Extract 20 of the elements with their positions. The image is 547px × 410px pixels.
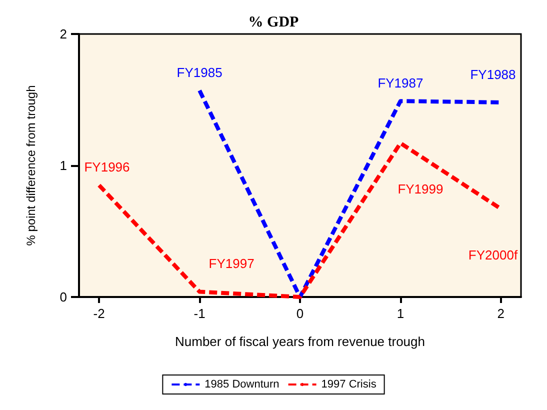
x-tick-label: 0 (296, 306, 304, 321)
y-tick-label: 0 (60, 290, 67, 304)
annotation: FY2000f (468, 247, 518, 262)
legend-label: 1985 Downturn (204, 378, 280, 390)
chart-title: % GDP (248, 14, 299, 30)
annotation: FY1987 (378, 76, 424, 91)
x-tick-label: -2 (93, 306, 105, 321)
annotation: FY1988 (470, 66, 516, 82)
x-tick-label: 2 (497, 306, 505, 321)
x-tick-label: -1 (194, 306, 206, 321)
y-tick-label: 2 (60, 26, 67, 42)
y-axis-title: % point difference from trough (24, 85, 38, 246)
annotation: FY1997 (208, 256, 254, 272)
y-tick-label: 1 (60, 158, 67, 173)
x-axis-title: Number of fiscal years from revenue trough (175, 334, 425, 349)
annotation: FY1985 (176, 65, 222, 80)
legend-label: 1997 Crisis (321, 378, 377, 390)
annotation: FY1996 (84, 160, 130, 175)
x-tick-label: 1 (396, 306, 404, 321)
annotation: FY1999 (398, 182, 444, 197)
